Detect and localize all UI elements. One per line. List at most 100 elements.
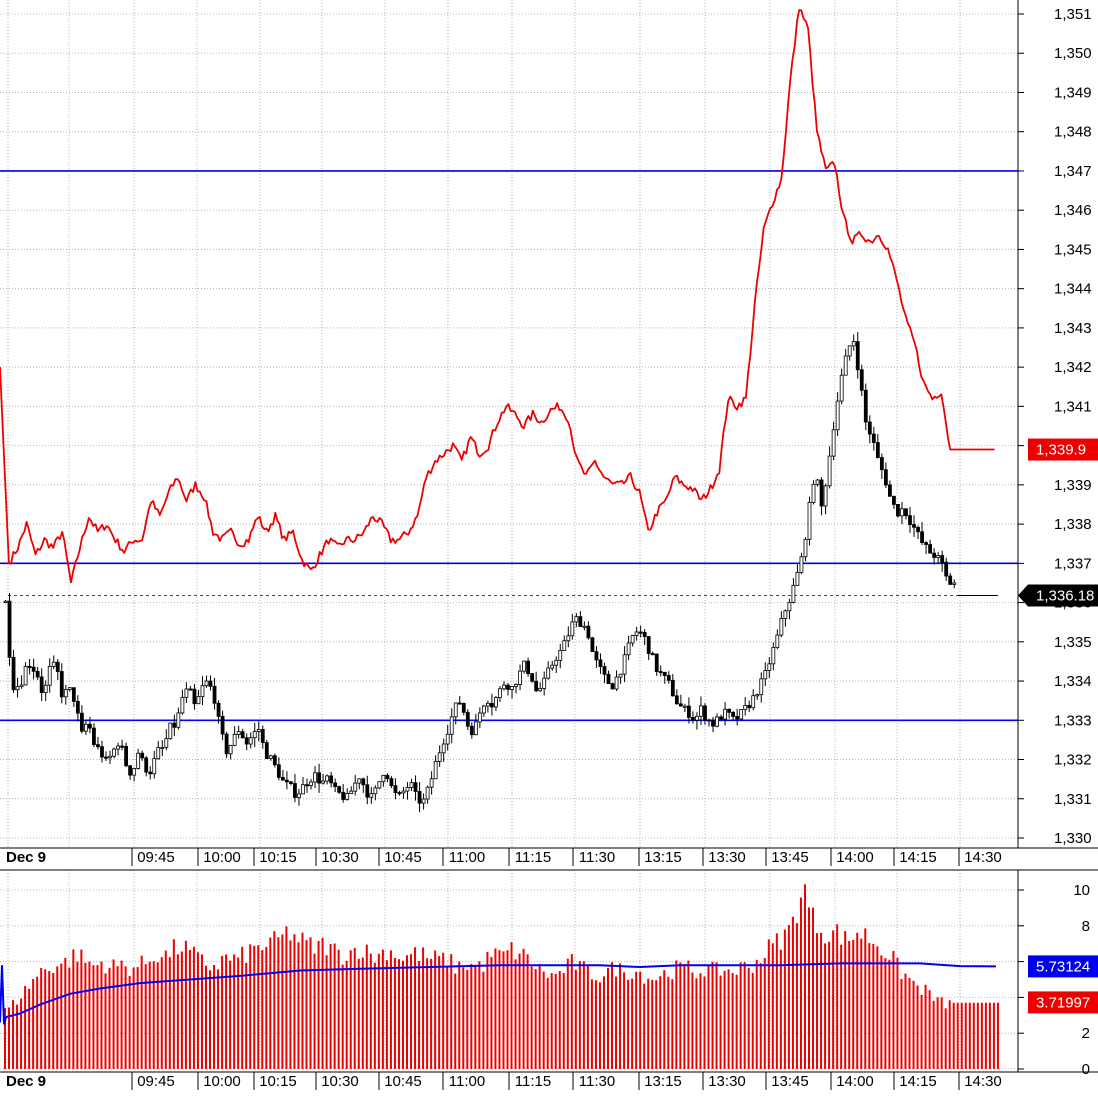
candle: [779, 611, 784, 638]
candle: [23, 662, 28, 686]
volume-bar: [964, 1002, 967, 1069]
candle: [711, 716, 715, 733]
candle: [232, 726, 237, 747]
volume-bar: [824, 943, 827, 1069]
volume-bar: [100, 961, 103, 1069]
volume-bar: [44, 969, 47, 1069]
volume-bar: [389, 950, 392, 1069]
candle-body: [582, 625, 587, 628]
candle-body: [775, 634, 780, 648]
candle-body: [144, 757, 149, 773]
volume-bar: [442, 952, 445, 1069]
volume-bar: [120, 960, 123, 1069]
candle-body: [662, 671, 667, 676]
candle: [783, 609, 788, 627]
candle-body: [236, 731, 241, 735]
candle: [132, 767, 137, 782]
price-tick-label: 1,330: [1054, 830, 1092, 847]
candle-body: [196, 696, 201, 705]
volume-bar: [812, 907, 815, 1069]
candle-body: [558, 650, 563, 661]
volume-bar: [562, 973, 565, 1069]
volume-bar: [237, 957, 240, 1069]
candle-body: [920, 531, 924, 543]
comparison-line: [0, 9, 995, 584]
candle-body: [313, 772, 317, 783]
volume-bar: [96, 965, 99, 1069]
volume-bar: [607, 967, 609, 1069]
volume-bar: [132, 967, 135, 1069]
volume-bar: [715, 962, 718, 1069]
volume-bar: [530, 966, 533, 1069]
volume-bar: [972, 1002, 975, 1069]
volume-bar: [860, 938, 863, 1069]
price-tick-label: 1,334: [1054, 673, 1092, 690]
volume-bar: [16, 1004, 19, 1069]
volume-bar: [731, 972, 734, 1069]
candle-body: [586, 625, 591, 639]
candle-body: [687, 705, 691, 718]
volume-bar: [188, 949, 191, 1069]
candle: [666, 671, 671, 684]
candle: [767, 657, 772, 678]
candle-body: [562, 640, 567, 651]
volume-bar: [767, 939, 770, 1069]
candle-body: [936, 555, 941, 558]
candle: [908, 506, 912, 533]
volume-bar: [233, 954, 236, 1069]
candle-body: [224, 733, 229, 755]
candle-body: [791, 584, 796, 603]
candle: [759, 672, 764, 703]
volume-bar: [8, 1007, 11, 1069]
candle: [112, 747, 116, 759]
volume-bar: [795, 923, 798, 1069]
candle: [735, 708, 740, 726]
candle: [7, 593, 12, 666]
candle: [502, 681, 506, 691]
candle: [136, 748, 141, 770]
candle: [220, 710, 225, 741]
volume-bar: [317, 940, 320, 1069]
candle-body: [674, 695, 679, 705]
candle-body: [293, 783, 297, 798]
volume-bar: [221, 955, 224, 1069]
candle-body: [590, 637, 595, 653]
volume-bar: [289, 940, 292, 1069]
candle: [160, 740, 165, 757]
volume-time-label: 14:15: [899, 1073, 937, 1090]
candle: [896, 503, 900, 518]
candle: [152, 750, 157, 779]
candle-body: [948, 575, 953, 585]
candle-body: [747, 704, 752, 709]
candle-body: [767, 663, 772, 671]
candle-body: [325, 775, 330, 782]
candle: [928, 539, 932, 554]
candle: [208, 675, 213, 691]
volume-bar: [582, 961, 585, 1069]
candle: [92, 723, 96, 747]
volume-bar: [992, 1002, 995, 1069]
candle: [682, 703, 687, 713]
candle: [590, 636, 595, 653]
volume-bar: [20, 998, 23, 1069]
candle-body: [719, 716, 723, 720]
price-time-label: 09:45: [137, 849, 175, 866]
candle-body: [337, 786, 342, 793]
candle-body: [538, 688, 543, 692]
price-tick-label: 1,346: [1054, 202, 1092, 219]
candle-body: [622, 654, 627, 675]
volume-bar: [984, 1002, 987, 1069]
candle-body: [570, 621, 575, 637]
volume-time-label: 14:00: [836, 1073, 874, 1090]
candle: [847, 345, 852, 361]
candle-body: [554, 659, 559, 666]
volume-bar: [538, 963, 541, 1069]
candle-body: [284, 779, 289, 783]
candle-body: [666, 675, 671, 681]
candle: [284, 771, 289, 790]
candle: [3, 599, 8, 604]
volume-bar: [735, 974, 738, 1069]
price-date-label: Dec 9: [6, 849, 46, 866]
candle: [401, 787, 406, 799]
candle-body: [152, 758, 157, 775]
